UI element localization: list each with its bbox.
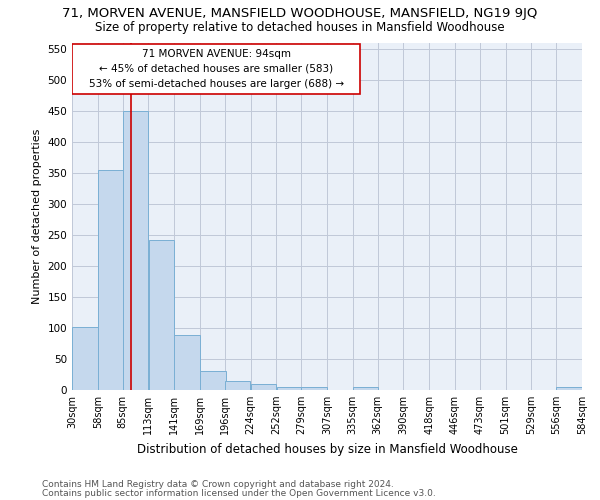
Bar	[123, 112, 148, 390]
Bar	[251, 384, 276, 390]
Bar	[277, 387, 302, 390]
X-axis label: Distribution of detached houses by size in Mansfield Woodhouse: Distribution of detached houses by size …	[137, 442, 517, 456]
FancyBboxPatch shape	[73, 44, 360, 94]
Bar	[72, 326, 98, 390]
Bar	[556, 387, 582, 390]
Text: Contains public sector information licensed under the Open Government Licence v3: Contains public sector information licen…	[42, 488, 436, 498]
Bar	[225, 382, 250, 390]
Bar	[200, 372, 226, 390]
Bar	[353, 387, 379, 390]
Bar	[301, 387, 327, 390]
Text: Contains HM Land Registry data © Crown copyright and database right 2024.: Contains HM Land Registry data © Crown c…	[42, 480, 394, 489]
Text: 71 MORVEN AVENUE: 94sqm
← 45% of detached houses are smaller (583)
53% of semi-d: 71 MORVEN AVENUE: 94sqm ← 45% of detache…	[89, 49, 344, 88]
Text: 71, MORVEN AVENUE, MANSFIELD WOODHOUSE, MANSFIELD, NG19 9JQ: 71, MORVEN AVENUE, MANSFIELD WOODHOUSE, …	[62, 8, 538, 20]
Y-axis label: Number of detached properties: Number of detached properties	[32, 128, 42, 304]
Bar	[98, 170, 124, 390]
Bar	[149, 240, 174, 390]
Text: Size of property relative to detached houses in Mansfield Woodhouse: Size of property relative to detached ho…	[95, 21, 505, 34]
Bar	[175, 336, 200, 390]
